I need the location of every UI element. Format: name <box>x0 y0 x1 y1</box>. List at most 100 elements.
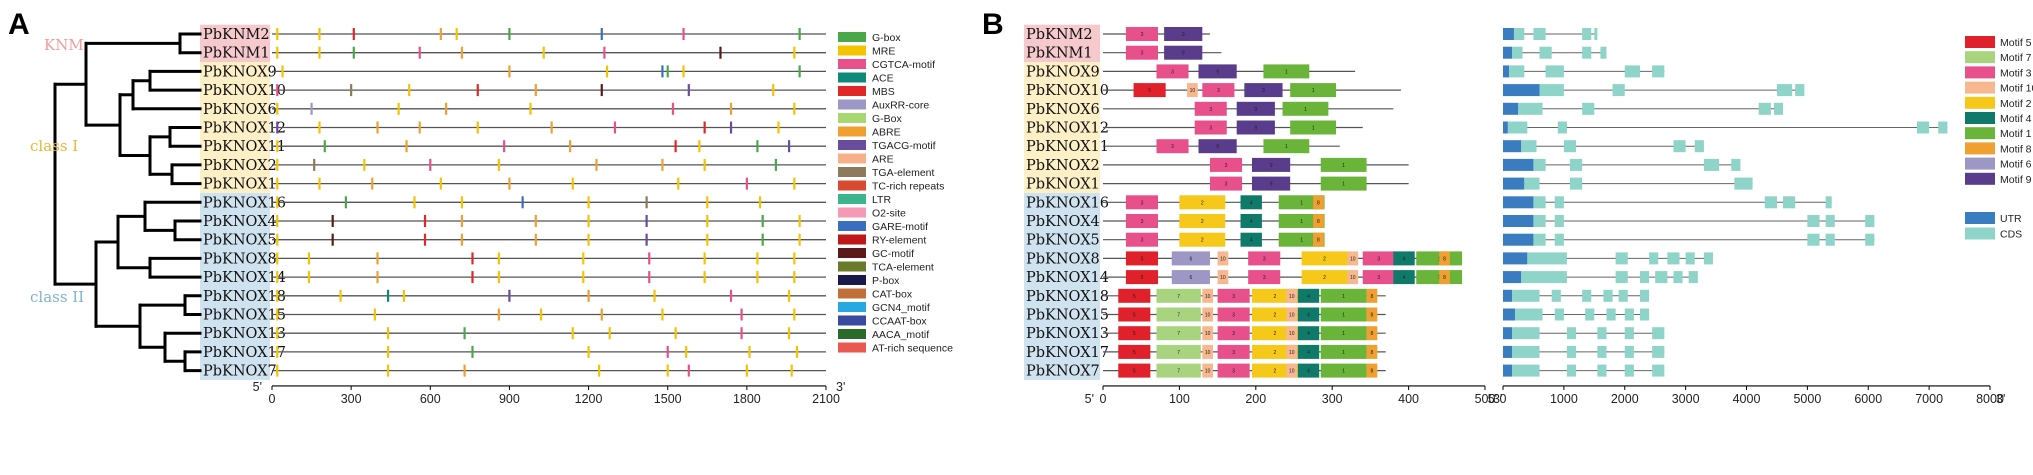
motif-box-pbknox15-1 <box>1156 307 1201 322</box>
motif-box-pbknox9-1 <box>1198 64 1237 79</box>
motif-box-pbknox5-1 <box>1179 232 1226 247</box>
exon-utr-pbknm2-0 <box>1503 28 1514 40</box>
structure-legend-swatch-cds <box>1965 227 1995 240</box>
exon-cds-pbknox16-1 <box>1533 196 1546 209</box>
motif-legend-swatch-motif-10 <box>1965 81 1995 94</box>
cis-element-pbknm2-3 <box>439 28 442 40</box>
axis-b1-tick-label-500: 500 <box>1475 392 1496 406</box>
exon-cds-pbknox12-3 <box>1916 121 1930 134</box>
motif-number-pbknox14-0: 5 <box>1141 275 1144 281</box>
motif-tracks: 3 93 93 9 15 10 3 9 13 9 13 9 13 9 13 9 13 9 13 2 4 1 83 2 4 1 83 2… <box>1103 27 1463 378</box>
axis-b1-tick-label-300: 300 <box>1322 392 1343 406</box>
motif-number-pbknox7-1: 7 <box>1177 369 1180 375</box>
motif-number-pbknox18-2: 10 <box>1205 294 1211 300</box>
legend-label-gcn4-motif: GCN4_motif <box>872 302 930 314</box>
exon-utr-pbknox11-0 <box>1503 140 1522 153</box>
gene-name-b-pbknox16: PbKNOX16 <box>1026 195 1109 211</box>
cis-element-pbknox10-6 <box>687 84 690 97</box>
legend-swatch-o2-site <box>838 207 866 218</box>
cis-element-pbknox4-7 <box>706 215 709 227</box>
motif-box-pbknox1-2 <box>1320 176 1367 191</box>
gene-name-b-pbknox15: PbKNOX15 <box>1026 308 1109 324</box>
legend-swatch-gc-motif <box>838 248 866 258</box>
cis-element-pbknox4-3 <box>460 215 464 227</box>
gene-name-a-pbknox11: PbKNOX11 <box>203 139 286 155</box>
motif-number-pbknox10-2: 3 <box>1217 88 1220 94</box>
motif-number-pbknox14-3: 3 <box>1263 275 1266 281</box>
class-shading-b-2 <box>1024 192 1100 380</box>
cis-element-pbknox5-1 <box>331 233 334 246</box>
exon-cds-pbknm2-1 <box>1513 28 1525 40</box>
motif-number-pbknox7-0: 5 <box>1133 369 1136 375</box>
cis-element-pbknox7-6 <box>745 364 748 377</box>
cis-element-pbknm1-2 <box>352 46 355 59</box>
exon-cds-pbknox1-4 <box>1746 177 1753 190</box>
motif-number-pbknox18-7: 1 <box>1342 294 1345 300</box>
motif-number-pbknox2-2: 1 <box>1342 163 1345 169</box>
motif-number-pbknox8-5: 10 <box>1350 256 1356 262</box>
motif-number-pbknox6-1: 9 <box>1254 107 1257 113</box>
motif-number-pbknox13-6: 4 <box>1307 331 1310 337</box>
cis-element-pbknox4-6 <box>645 215 648 227</box>
cis-element-pbknox5-4 <box>534 233 537 246</box>
cis-element-pbknox11-3 <box>503 140 506 153</box>
cis-element-pbknox10-7 <box>772 84 775 97</box>
motif-number-pbknox14-6: 3 <box>1377 275 1380 281</box>
motif-box-pbknox17-6 <box>1297 344 1320 359</box>
exon-cds-pbknox16-3 <box>1764 196 1777 209</box>
cis-element-pbknox5-0 <box>276 233 279 246</box>
exon-cds-pbknox13-2 <box>1566 327 1577 340</box>
motif-number-pbknox18-0: 5 <box>1133 294 1136 300</box>
cis-element-pbknox7-2 <box>463 364 466 377</box>
exon-cds-pbknox17-1 <box>1512 345 1540 358</box>
motif-box-pbknox15-8 <box>1366 307 1378 322</box>
exon-cds-pbknox5-1 <box>1533 233 1546 246</box>
motif-box-pbknox9-2 <box>1263 64 1310 79</box>
exon-cds-pbknm1-2 <box>1539 46 1552 59</box>
motif-box-pbknox8-1 <box>1171 251 1210 266</box>
cis-element-pbknox10-4 <box>534 84 537 97</box>
cis-element-pbknox14-0 <box>276 271 279 284</box>
exon-cds-pbknox10-4 <box>1795 84 1805 97</box>
legend-swatch-tca-element <box>838 261 866 272</box>
cis-element-pbknox2-7 <box>703 158 706 171</box>
motif-number-pbknox18-1: 7 <box>1177 294 1180 300</box>
exon-cds-pbknox8-2 <box>1615 252 1628 265</box>
motif-box-pbknox17-7 <box>1320 344 1367 359</box>
gene-name-a-pbknox10: PbKNOX10 <box>203 83 286 99</box>
motif-number-pbknox18-3: 3 <box>1232 294 1235 300</box>
motif-box-pbknox6-0 <box>1194 101 1227 116</box>
motif-box-pbknox8-8 <box>1416 251 1463 266</box>
cis-element-pbknox8-0 <box>276 252 279 265</box>
cis-element-pbknox6-0 <box>276 102 279 115</box>
motif-box-pbknox10-2 <box>1202 83 1235 98</box>
motif-box-pbknox14-1 <box>1171 270 1210 285</box>
axis-b2-tick-label-3000: 3000 <box>1672 392 1700 406</box>
legend-label-abre: ABRE <box>872 127 901 139</box>
cis-element-pbknox11-5 <box>674 140 677 153</box>
exon-cds-pbknox11-1 <box>1521 140 1537 153</box>
cis-element-pbknox14-5 <box>582 271 585 284</box>
exon-cds-pbknox14-1 <box>1521 271 1567 284</box>
motif-box-pbknox8-3 <box>1248 251 1281 266</box>
cis-element-pbknox5-3 <box>460 233 464 246</box>
exon-cds-pbknm1-1 <box>1512 46 1523 59</box>
exon-cds-pbknox18-4 <box>1603 289 1613 302</box>
motif-box-pbknox7-3 <box>1217 363 1250 378</box>
cis-element-pbknox18-7 <box>729 289 733 302</box>
structure-legend-swatch-utr <box>1965 212 1995 224</box>
motif-number-pbknox4-3: 1 <box>1300 219 1303 225</box>
cis-element-pbknm2-8 <box>798 28 801 40</box>
panel-a-class-shading <box>200 24 270 380</box>
panel-a-label: A <box>8 8 30 41</box>
motif-box-pbknox17-5 <box>1286 344 1298 359</box>
cis-element-pbknox10-3 <box>476 84 479 97</box>
legend-swatch-ltr <box>838 194 866 204</box>
cis-element-pbknox12-1 <box>318 121 321 134</box>
legend-swatch-g-box <box>838 113 866 123</box>
cis-element-pbknox4-8 <box>761 215 764 227</box>
exon-cds-pbknox14-2 <box>1615 271 1628 284</box>
motif-number-pbknox4-2: 4 <box>1250 219 1253 225</box>
motif-number-pbknox13-3: 3 <box>1232 331 1235 337</box>
motif-number-pbknox8-4: 2 <box>1323 256 1326 262</box>
